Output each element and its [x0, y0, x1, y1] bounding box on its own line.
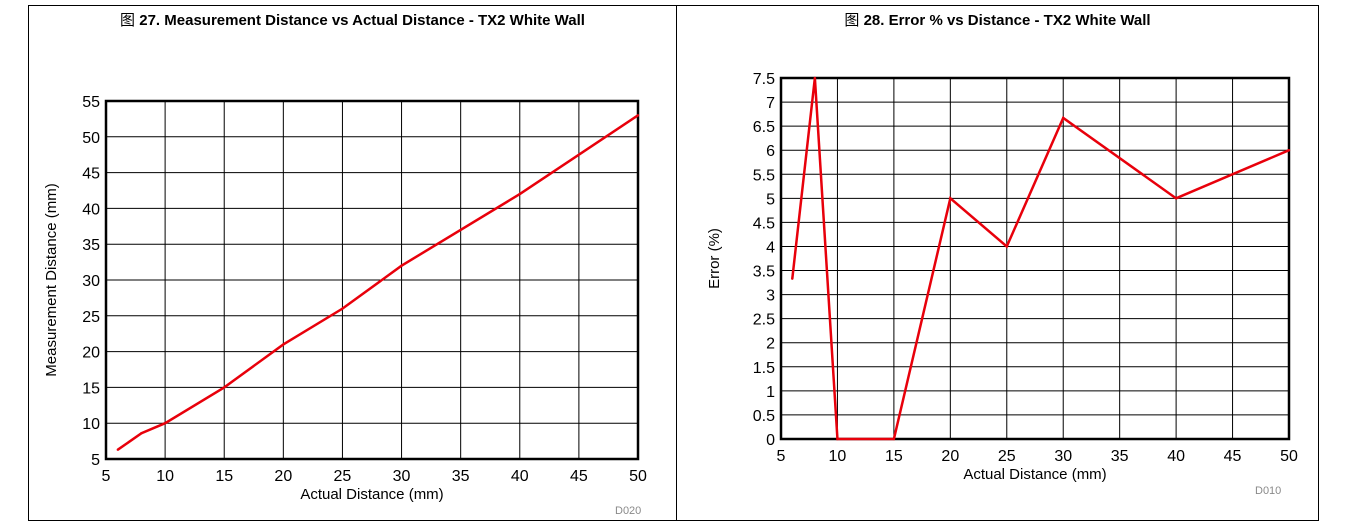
chart-title-text: Measurement Distance vs Actual Distance …	[164, 12, 585, 29]
x-tick-label: 30	[393, 468, 411, 485]
data-point	[892, 437, 896, 441]
data-point	[223, 386, 226, 389]
x-axis-label: Actual Distance (mm)	[963, 466, 1106, 483]
series-line	[117, 114, 639, 451]
data-point	[949, 197, 952, 200]
x-tick-label: 15	[885, 448, 903, 465]
y-tick-label: 20	[82, 345, 100, 362]
x-tick-label: 25	[334, 468, 352, 485]
x-tick-label: 25	[998, 448, 1016, 465]
y-tick-label: 6.5	[753, 119, 775, 136]
y-tick-label: 35	[82, 237, 100, 254]
data-point	[1287, 149, 1291, 152]
x-tick-label: 40	[1167, 448, 1185, 465]
y-tick-label: 25	[82, 309, 100, 326]
y-axis-label: Measurement Distance (mm)	[43, 183, 60, 376]
figure-id: D010	[1255, 485, 1282, 497]
x-tick-label: 10	[829, 448, 847, 465]
line-chart-measurement: 5 10 15 20 25 30 35 40 45 50 5 10 15 20 25 30 35 40 45 50 55…	[43, 94, 647, 503]
y-axis-label: Error (%)	[706, 228, 723, 289]
y-tick-label: 10	[82, 416, 100, 433]
data-point	[163, 422, 167, 425]
plot-frame	[104, 99, 640, 461]
y-tick-label: 7	[766, 95, 775, 112]
data-point	[140, 432, 143, 435]
data-point	[1174, 197, 1178, 200]
y-tick-label: 5.5	[753, 167, 775, 184]
x-tick-label: 45	[1224, 448, 1242, 465]
line-chart-error: 5 10 15 20 25 30 35 40 45 50 0 0.5 1 1.5 2 2.5 3 3.5 4 4.5 5…	[706, 71, 1298, 483]
figure-number: 28.	[863, 12, 885, 29]
x-tick-label: 15	[215, 468, 233, 485]
y-tick-label: 40	[82, 201, 100, 218]
y-tick-label: 55	[82, 94, 100, 111]
y-tick-label: 45	[82, 166, 100, 183]
x-tick-label: 30	[1054, 448, 1072, 465]
data-point	[518, 192, 521, 196]
chart-panel-measurement: 图 27. Measurement Distance vs Actual Dis…	[28, 5, 677, 521]
x-tick-label: 40	[511, 468, 529, 485]
y-tick-label: 0	[766, 432, 775, 449]
plot-frame	[779, 76, 1291, 441]
y-tick-label: 1.5	[753, 360, 775, 377]
data-point	[400, 264, 403, 267]
data-point	[1005, 245, 1008, 248]
series-line	[791, 77, 1290, 441]
data-point	[282, 343, 285, 346]
y-tick-label: 2.5	[753, 312, 775, 329]
x-tick-label: 50	[629, 468, 647, 485]
chart-title: 图 28. Error % vs Distance - TX2 White Wa…	[687, 12, 1308, 30]
y-tick-label: 2	[766, 336, 775, 353]
x-tick-label: 5	[777, 448, 786, 465]
x-tick-label: 45	[570, 468, 588, 485]
data-point	[116, 448, 120, 451]
y-tick-label: 4	[766, 239, 775, 256]
y-tick-label: 30	[82, 273, 100, 290]
y-tick-label: 6	[766, 143, 775, 160]
y-tick-label: 0.5	[753, 408, 775, 425]
data-point	[636, 114, 640, 117]
data-point	[791, 277, 794, 280]
y-tick-label: 5	[766, 191, 775, 208]
x-tick-label: 50	[1280, 448, 1298, 465]
figure-prefix: 图	[844, 12, 860, 29]
data-point	[813, 76, 817, 80]
x-tick-label: 10	[156, 468, 174, 485]
y-tick-label: 15	[82, 380, 100, 397]
y-tick-label: 1	[766, 384, 775, 401]
figure-prefix: 图	[120, 12, 136, 29]
chart-panel-error: 图 28. Error % vs Distance - TX2 White Wa…	[676, 5, 1319, 521]
data-point	[836, 437, 839, 441]
x-tick-label: 5	[102, 468, 111, 485]
y-tick-label: 7.5	[753, 71, 775, 88]
x-tick-label: 20	[941, 448, 959, 465]
data-point	[1062, 116, 1065, 120]
y-tick-label: 50	[82, 130, 100, 147]
chart-title: 图 27. Measurement Distance vs Actual Dis…	[39, 12, 666, 30]
y-tick-label: 5	[91, 452, 100, 469]
figure-number: 27.	[139, 12, 161, 29]
chart-title-text: Error % vs Distance - TX2 White Wall	[888, 12, 1151, 29]
x-tick-label: 35	[1111, 448, 1129, 465]
y-tick-label: 3	[766, 288, 775, 305]
y-tick-label: 3.5	[753, 264, 775, 281]
figure-id: D020	[615, 505, 642, 517]
x-tick-label: 20	[274, 468, 292, 485]
data-point	[341, 307, 344, 310]
x-axis-label: Actual Distance (mm)	[300, 486, 443, 503]
x-tick-label: 35	[452, 468, 470, 485]
y-tick-label: 4.5	[753, 215, 775, 232]
